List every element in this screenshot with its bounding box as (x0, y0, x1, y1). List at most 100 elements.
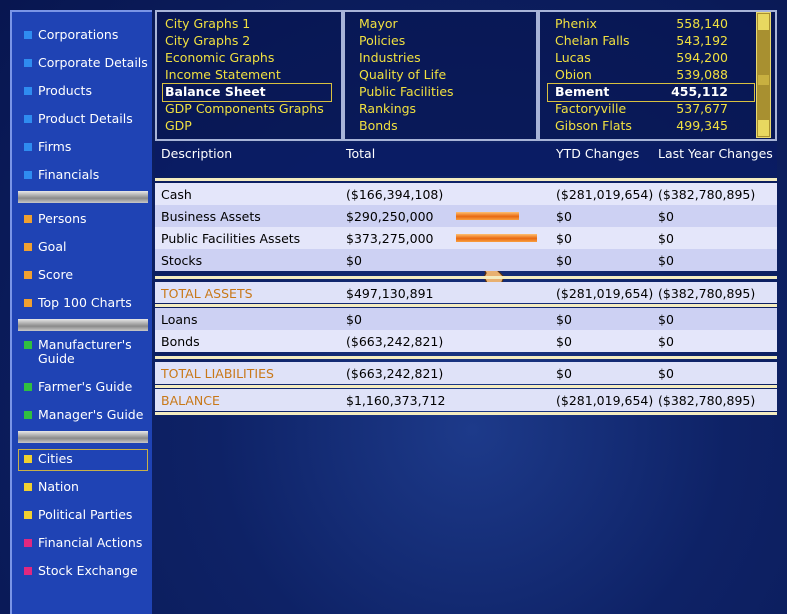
scrollbar-thumb[interactable] (758, 14, 769, 30)
column-header: Total (346, 146, 376, 161)
cell: ($663,242,821) (346, 366, 444, 381)
item-icon (24, 143, 32, 151)
sidebar-item[interactable]: Financials (38, 167, 100, 182)
cell: Loans (161, 312, 198, 327)
city-name[interactable]: Gibson Flats (555, 118, 632, 133)
cell: ($382,780,895) (658, 393, 756, 408)
column-header: Description (161, 146, 233, 161)
city-info-panel (343, 10, 538, 141)
city-name[interactable]: Factoryville (555, 101, 627, 116)
sidebar-item[interactable]: Goal (38, 239, 67, 254)
cell: ($281,019,654) (556, 187, 654, 202)
cell: $0 (658, 366, 674, 381)
item-icon (24, 539, 32, 547)
sidebar-item[interactable]: Financial Actions (38, 535, 143, 550)
scrollbar-thumb[interactable] (758, 120, 769, 136)
city-info-link[interactable]: Industries (359, 50, 421, 65)
column-header: YTD Changes (556, 146, 640, 161)
item-icon (24, 115, 32, 123)
sidebar-item[interactable]: Manufacturer's Guide (38, 337, 132, 366)
city-name[interactable]: Lucas (555, 50, 591, 65)
city-population: 455,112 (671, 84, 728, 99)
item-icon (24, 31, 32, 39)
cell: $0 (658, 209, 674, 224)
report-link[interactable]: City Graphs 1 (165, 16, 251, 31)
cell: ($281,019,654) (556, 393, 654, 408)
cell: $0 (658, 231, 674, 246)
item-icon (24, 171, 32, 179)
sidebar-item[interactable]: Corporate Details (38, 55, 148, 70)
item-icon (24, 215, 32, 223)
sidebar-item[interactable]: Manager's Guide (38, 407, 144, 422)
cell: $0 (658, 253, 674, 268)
sidebar-item[interactable]: Product Details (38, 111, 133, 126)
report-link[interactable]: City Graphs 2 (165, 33, 251, 48)
city-population: 537,677 (676, 101, 728, 116)
cell: Public Facilities Assets (161, 231, 301, 246)
report-link[interactable]: Economic Graphs (165, 50, 275, 65)
sidebar-item[interactable]: Nation (38, 479, 79, 494)
city-name[interactable]: Obion (555, 67, 592, 82)
sidebar-item[interactable]: Firms (38, 139, 72, 154)
cell: $0 (556, 231, 572, 246)
sidebar-item[interactable]: Products (38, 83, 92, 98)
city-info-link[interactable]: Rankings (359, 101, 417, 116)
bar (456, 212, 519, 220)
cell: $0 (556, 209, 572, 224)
cell: Stocks (161, 253, 203, 268)
divider (155, 356, 777, 359)
divider (155, 276, 777, 279)
report-link[interactable]: GDP Components Graphs (165, 101, 324, 116)
cell: TOTAL LIABILITIES (161, 366, 274, 381)
sidebar-item[interactable]: Persons (38, 211, 87, 226)
report-link[interactable]: GDP (165, 118, 192, 133)
item-icon (24, 243, 32, 251)
item-icon (24, 411, 32, 419)
sidebar-item[interactable]: Top 100 Charts (38, 295, 132, 310)
city-info-link[interactable]: Public Facilities (359, 84, 454, 99)
cell: $497,130,891 (346, 285, 434, 301)
separator (18, 319, 148, 331)
sidebar-item[interactable]: Political Parties (38, 507, 133, 522)
sidebar-item[interactable]: Farmer's Guide (38, 379, 133, 394)
report-link[interactable]: Balance Sheet (165, 84, 266, 99)
city-population: 594,200 (676, 50, 728, 65)
divider (155, 304, 777, 307)
sidebar-item[interactable]: Corporations (38, 27, 119, 42)
table-row: Bonds ($663,242,821) $0 $0 (155, 330, 777, 352)
city-info-link[interactable]: Mayor (359, 16, 398, 31)
city-info-link[interactable]: Bonds (359, 118, 398, 133)
cities-panel (538, 10, 777, 141)
cell: BALANCE (161, 393, 220, 408)
cell: ($166,394,108) (346, 187, 444, 202)
city-name[interactable]: Chelan Falls (555, 33, 630, 48)
city-name[interactable]: Bement (555, 84, 610, 99)
sidebar-item[interactable]: Stock Exchange (38, 563, 138, 578)
sidebar-item[interactable]: Score (38, 267, 74, 282)
cell: $290,250,000 (346, 209, 434, 224)
item-icon (24, 59, 32, 67)
scrollbar[interactable] (756, 12, 771, 138)
sidebar-item[interactable]: Cities (38, 451, 73, 466)
report-link[interactable]: Income Statement (165, 67, 281, 82)
cell: TOTAL ASSETS (161, 285, 253, 301)
cell: $0 (556, 334, 572, 349)
cell: ($382,780,895) (658, 187, 756, 202)
table-row: Loans $0 $0 $0 (155, 308, 777, 330)
item-icon (24, 271, 32, 279)
item-icon (24, 511, 32, 519)
city-info-link[interactable]: Quality of Life (359, 67, 447, 82)
item-icon (24, 455, 32, 463)
selected-sidebar-item (18, 449, 148, 471)
item-icon (24, 483, 32, 491)
divider (155, 412, 777, 415)
table-row: Cash ($166,394,108) ($281,019,654) ($382,78… (155, 183, 777, 205)
city-name[interactable]: Phenix (555, 16, 597, 31)
cell: $0 (556, 253, 572, 268)
item-icon (24, 299, 32, 307)
city-info-link[interactable]: Policies (359, 33, 406, 48)
cell: Business Assets (161, 209, 261, 224)
selected-city (547, 83, 755, 102)
separator (18, 191, 148, 203)
item-icon (24, 341, 32, 349)
